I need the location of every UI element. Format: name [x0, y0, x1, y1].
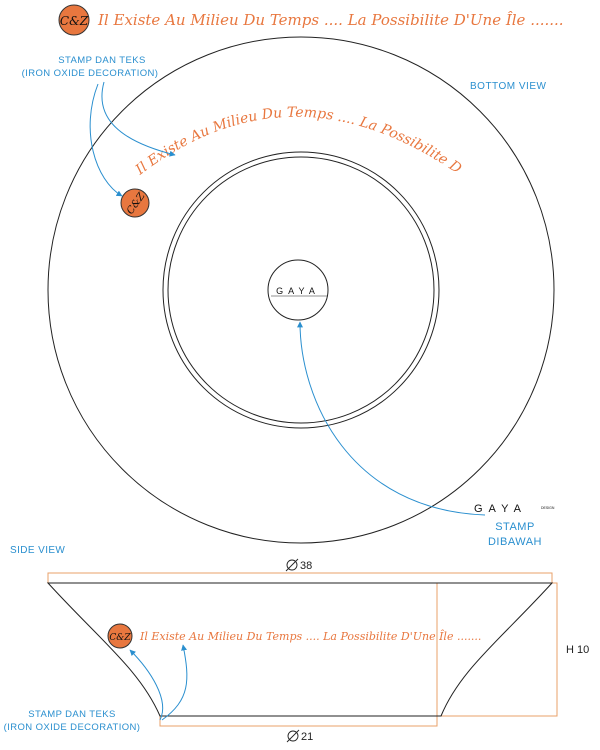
- bottom-diameter-label: 21: [286, 729, 313, 743]
- foot-ring-outer: [162, 151, 440, 429]
- bowl-profile: [46, 582, 554, 717]
- side-stamp-icon: [107, 623, 133, 649]
- height-dimension-box: [436, 582, 558, 717]
- stamp-callout-line1: STAMP: [495, 521, 535, 533]
- side-stamp-text: C&Z: [109, 633, 131, 643]
- top-diameter-label: 38: [285, 558, 312, 572]
- diameter-symbol-slash: [286, 729, 300, 743]
- annotation-arrow-to-text: [101, 81, 176, 157]
- side-inscription: Il Existe Au Milieu Du Temps .... La Pos…: [139, 629, 481, 643]
- diameter-symbol-icon: [286, 559, 298, 571]
- bottom-annotation-line2: (IRON OXIDE DECORATION): [22, 68, 159, 79]
- side-view: SIDE VIEW 38 21 H 10 C&Z Il Existe Au Mi…: [4, 545, 590, 743]
- header-stamp-icon: [58, 4, 90, 36]
- foot-ring-inner: [167, 156, 435, 424]
- header-stamp-text: C&Z: [60, 14, 89, 28]
- annotation-arrow-to-stamp: [89, 83, 123, 197]
- bottom-annotation-line1: STAMP DAN TEKS: [58, 55, 145, 66]
- center-stamp-mark: GAYA: [276, 286, 320, 296]
- side-view-title: SIDE VIEW: [10, 545, 65, 556]
- diameter-symbol-icon: [287, 730, 299, 742]
- header-legend: C&Z Il Existe Au Milieu Du Temps .... La…: [58, 4, 564, 36]
- top-diameter-box: [47, 572, 553, 584]
- stamp-callout-line2: DIBAWAH: [488, 536, 542, 548]
- diameter-symbol-slash: [285, 558, 299, 572]
- bottom-diameter-box: [159, 715, 438, 727]
- bottom-diameter-value: 21: [301, 731, 313, 743]
- brand-logo-sub: DESIGN: [541, 506, 555, 510]
- top-diameter-value: 38: [300, 560, 312, 572]
- stamp-callout-arrow: [297, 321, 486, 516]
- side-annotation-arrow-to-text: [161, 644, 188, 721]
- bottom-view: BOTTOM VIEW GAYA Il Existe Au Milieu Du …: [0, 0, 555, 548]
- outer-rim-circle: [47, 36, 555, 544]
- side-annotation-arrow-to-stamp: [129, 649, 164, 721]
- rim-stamp-icon: [120, 188, 150, 218]
- brand-logo: GAYA: [474, 503, 527, 515]
- side-annotation-line2: (IRON OXIDE DECORATION): [4, 722, 141, 733]
- center-stamp-circle: [267, 259, 329, 321]
- height-value: H 10: [566, 644, 589, 656]
- header-inscription: Il Existe Au Milieu Du Temps .... La Pos…: [97, 11, 564, 29]
- bottom-view-title: BOTTOM VIEW: [470, 81, 546, 92]
- side-annotation-line1: STAMP DAN TEKS: [28, 709, 115, 720]
